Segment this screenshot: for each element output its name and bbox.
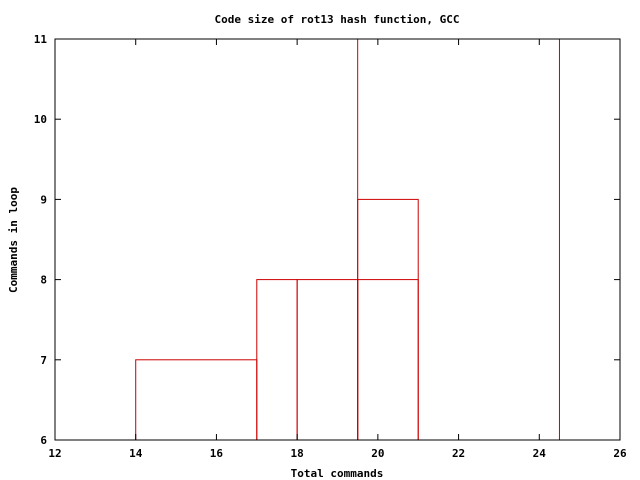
- y-tick-label-5: 11: [34, 33, 48, 46]
- y-tick-label-2: 8: [40, 274, 47, 287]
- ticks-layer: 12 14 16 18 20 22 24 26 6 7 8 9 10 11: [34, 33, 627, 460]
- x-tick-label-2: 16: [210, 447, 224, 460]
- x-tick-label-0: 12: [48, 447, 61, 460]
- x-tick-label-7: 26: [613, 447, 627, 460]
- x-axis-label: Total commands: [291, 467, 384, 480]
- x-tick-label-6: 24: [533, 447, 547, 460]
- y-tick-label-1: 7: [40, 354, 47, 367]
- x-tick-label-5: 22: [452, 447, 465, 460]
- x-tick-label-1: 14: [129, 447, 143, 460]
- y-tick-label-4: 10: [34, 113, 47, 126]
- chart-title: Code size of rot13 hash function, GCC: [214, 13, 459, 26]
- y-tick-label-0: 6: [40, 434, 47, 447]
- y-axis-label: Commands in loop: [7, 187, 20, 293]
- plot-frame: [54, 38, 621, 441]
- x-tick-label-3: 18: [291, 447, 304, 460]
- x-tick-label-4: 20: [371, 447, 384, 460]
- y-tick-label-3: 9: [40, 193, 47, 206]
